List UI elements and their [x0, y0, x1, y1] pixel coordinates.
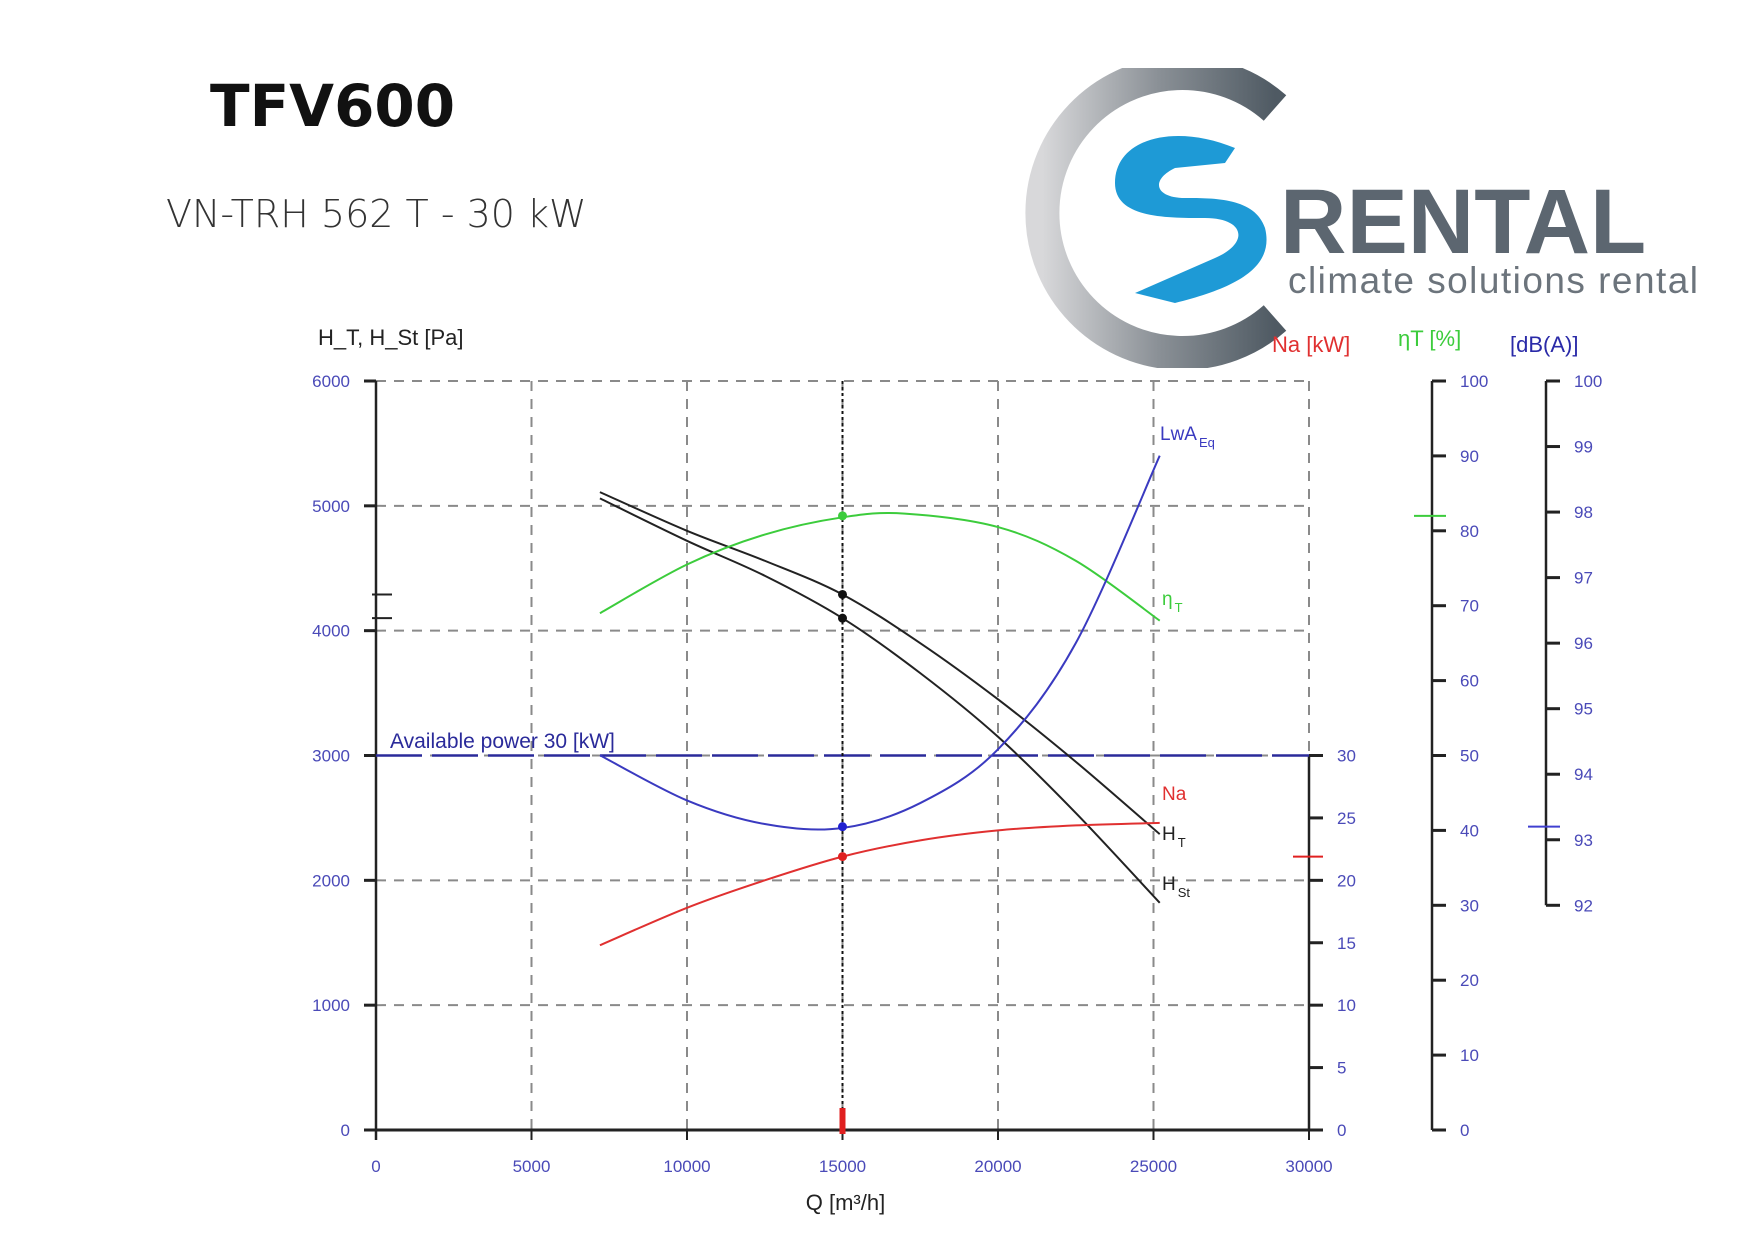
pressure-tick-label: 4000 [312, 622, 350, 641]
curve-label-eta_T: η [1162, 589, 1173, 610]
power-tick-label: 30 [1337, 747, 1356, 766]
operating-point-eta_T [838, 511, 847, 521]
efficiency-tick-label: 30 [1460, 896, 1479, 915]
sound-tick-label: 95 [1574, 700, 1593, 719]
curve-H_T [599, 491, 1161, 835]
efficiency-tick-label: 100 [1460, 372, 1488, 391]
curve-label-sub-eta_T: T [1175, 600, 1183, 615]
power-tick-label: 20 [1337, 871, 1356, 890]
q-tick-label: 15000 [819, 1157, 866, 1176]
efficiency-tick-label: 10 [1460, 1046, 1479, 1065]
pressure-tick-label: 6000 [312, 372, 350, 391]
logo-tagline: climate solutions rental [1288, 260, 1698, 301]
page-title: TFV600 [210, 72, 456, 140]
curve-eta_T [599, 511, 1161, 622]
efficiency-tick-label: 60 [1460, 672, 1479, 691]
cs-rental-logo: RENTAL climate solutions rental [1025, 68, 1698, 368]
curve-label-sub-H_T: T [1178, 835, 1186, 850]
q-tick-label: 25000 [1130, 1157, 1177, 1176]
q-tick-label: 20000 [974, 1157, 1021, 1176]
logo-brand: RENTAL [1280, 171, 1646, 273]
efficiency-axis-label: ηT [%] [1398, 326, 1461, 351]
sound-tick-label: 99 [1574, 438, 1593, 457]
curve-LwAEq [599, 455, 1161, 831]
q-tick-label: 10000 [663, 1157, 710, 1176]
operating-point-H_St [838, 613, 847, 623]
operating-point-Na [838, 852, 847, 862]
x-axis-label: Q [m³/h] [806, 1190, 885, 1215]
pressure-axis-label: H_T, H_St [Pa] [318, 325, 464, 350]
efficiency-tick-label: 40 [1460, 821, 1479, 840]
q-tick-label: 5000 [513, 1157, 551, 1176]
operating-point-LwAEq [838, 822, 847, 832]
efficiency-tick-label: 20 [1460, 971, 1479, 990]
sound-tick-label: 96 [1574, 634, 1593, 653]
curve-Na [599, 821, 1160, 947]
curve-label-Na: Na [1162, 784, 1187, 805]
curve-label-LwAEq: LwA [1160, 424, 1197, 445]
efficiency-tick-label: 80 [1460, 522, 1479, 541]
sound-tick-label: 94 [1574, 765, 1593, 784]
curve-H_St [599, 497, 1161, 904]
curve-label-sub-H_St: St [1178, 885, 1191, 900]
curve-label-sub-LwAEq: Eq [1199, 435, 1215, 450]
efficiency-tick-label: 90 [1460, 447, 1479, 466]
sound-tick-label: 93 [1574, 831, 1593, 850]
power-axis-label: Na [kW] [1272, 332, 1350, 357]
operating-point-H_T [838, 589, 847, 599]
sound-tick-label: 97 [1574, 569, 1593, 588]
pressure-tick-label: 2000 [312, 871, 350, 890]
logo-s-shape [1115, 135, 1267, 303]
power-tick-label: 0 [1337, 1121, 1346, 1140]
efficiency-tick-label: 50 [1460, 747, 1479, 766]
pressure-tick-label: 0 [341, 1121, 350, 1140]
pressure-tick-label: 5000 [312, 497, 350, 516]
power-tick-label: 15 [1337, 934, 1356, 953]
sound-tick-label: 98 [1574, 503, 1593, 522]
efficiency-tick-label: 70 [1460, 597, 1479, 616]
q-tick-label: 0 [371, 1157, 380, 1176]
q-tick-label: 30000 [1285, 1157, 1332, 1176]
curve-label-H_St: H [1162, 874, 1176, 895]
pressure-tick-label: 3000 [312, 747, 350, 766]
available-power-label: Available power 30 [kW] [390, 730, 615, 753]
sound-tick-label: 92 [1574, 896, 1593, 915]
power-tick-label: 5 [1337, 1059, 1346, 1078]
model-subtitle: VN-TRH 562 T - 30 kW [166, 192, 587, 236]
curve-label-H_T: H [1162, 824, 1176, 845]
sound-tick-label: 100 [1574, 372, 1602, 391]
logo-c-arc [1025, 68, 1287, 368]
power-tick-label: 25 [1337, 809, 1356, 828]
efficiency-tick-label: 0 [1460, 1121, 1469, 1140]
sound-axis-label: [dB(A)] [1510, 332, 1578, 357]
pressure-tick-label: 1000 [312, 996, 350, 1015]
power-tick-label: 10 [1337, 996, 1356, 1015]
